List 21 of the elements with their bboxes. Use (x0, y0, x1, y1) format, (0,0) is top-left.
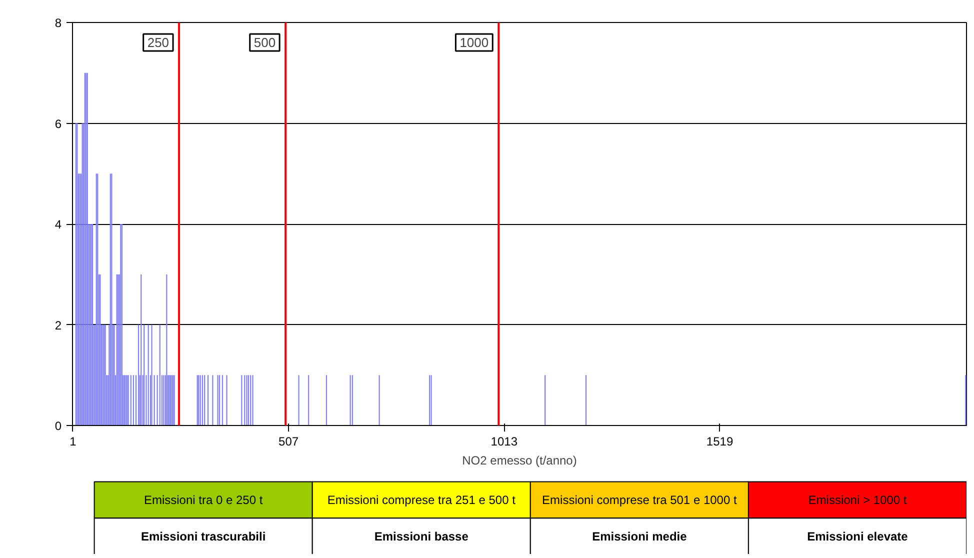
y-tick-label: 2 (54, 318, 62, 332)
text: Emissioni medie (592, 529, 688, 544)
ref-line-label: 500 (254, 35, 276, 50)
category-label: Emissioni tra 0 e 250 t (144, 492, 264, 507)
text: Emissioni elevate (807, 529, 908, 544)
ref-line-label: 250 (147, 35, 170, 50)
x-axis-title: NO2 emesso (t/anno) (462, 454, 577, 468)
category-label: Emissioni comprese tra 251 e 500 t (327, 492, 516, 507)
y-tick-label: 4 (54, 218, 62, 232)
y-tick-label: 8 (54, 16, 62, 30)
category-label: Emissioni comprese tra 501 e 1000 t (542, 492, 738, 507)
x-tick-label: 1013 (490, 434, 518, 448)
text: Emissioni trascurabili (140, 529, 266, 544)
x-tick-label: 1519 (706, 434, 734, 448)
x-tick-label: 1 (70, 434, 77, 448)
y-tick-label: 0 (54, 419, 62, 433)
y-tick-label: 6 (54, 116, 62, 131)
ref-line-label: 1000 (460, 35, 489, 50)
x-tick-label: 507 (278, 434, 299, 448)
category-label: Emissioni > 1000 t (808, 492, 908, 507)
text: Emissioni basse (374, 529, 469, 544)
